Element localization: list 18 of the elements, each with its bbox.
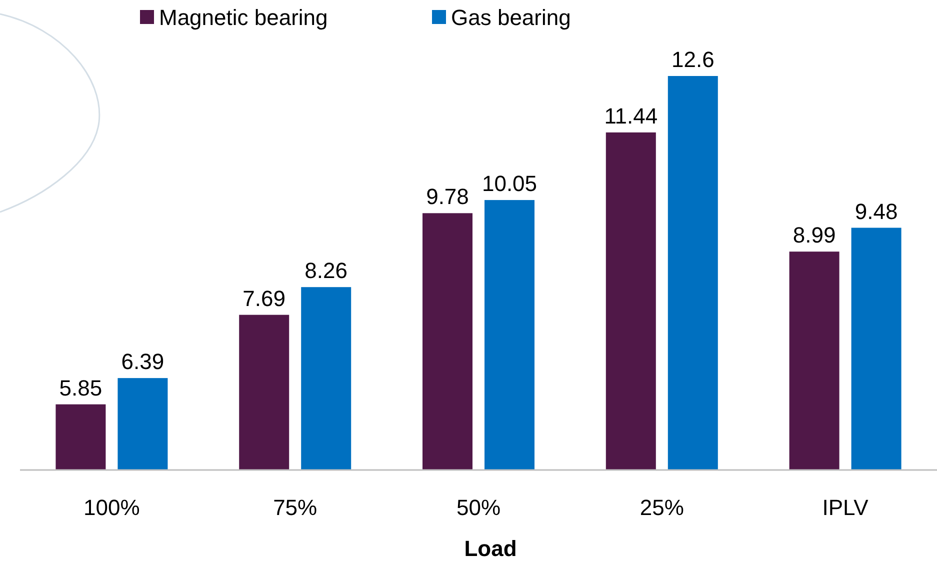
data-label: 8.26 [304,258,348,284]
x-tick-label: 100% [84,495,140,520]
x-tick-label: 25% [640,495,684,520]
data-label: 11.44 [604,103,658,128]
data-label: 9.78 [426,184,469,210]
data-label: 10.05 [482,171,538,196]
data-label: 12.6 [671,47,714,72]
x-tick-label: IPLV [822,495,869,520]
x-tick-label: 50% [456,495,501,520]
data-label: 5.85 [59,375,102,400]
data-label: 7.69 [242,286,286,311]
x-tick-label: 75% [273,495,318,520]
legend-label: Magnetic bearing [159,5,328,30]
x-axis-title: Load [464,536,517,561]
legend-label: Gas bearing [451,5,571,30]
data-label: 6.39 [121,349,164,374]
data-label: 8.99 [792,222,836,248]
data-label: 9.48 [854,198,898,224]
